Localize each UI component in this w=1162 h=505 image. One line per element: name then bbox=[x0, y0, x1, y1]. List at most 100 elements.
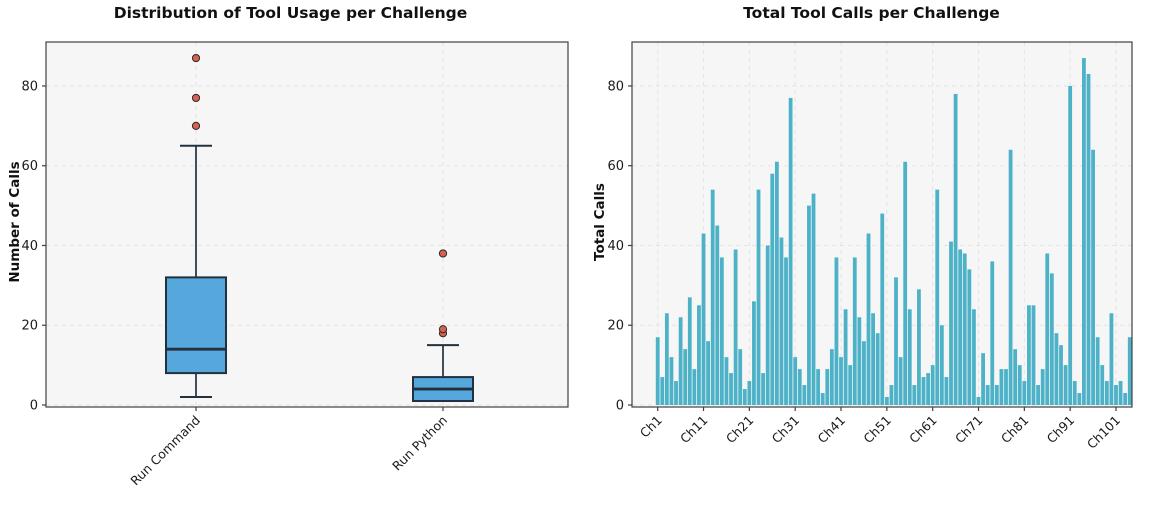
bar-ch86 bbox=[1045, 253, 1050, 405]
bar-ch60 bbox=[926, 373, 930, 405]
bar-ch30 bbox=[788, 97, 793, 405]
boxplot-panel: Distribution of Tool Usage per Challenge… bbox=[7, 4, 569, 489]
bar-ch49 bbox=[875, 333, 880, 405]
x-tick-label: Ch11 bbox=[677, 413, 711, 447]
bar-ch15 bbox=[719, 257, 724, 405]
spine bbox=[631, 41, 1133, 408]
bar-ch5 bbox=[674, 381, 678, 405]
x-tick-label: Run Python bbox=[389, 413, 450, 474]
box-run-command bbox=[165, 276, 227, 375]
boxplot-svg: 0 20 40 60 80 Run Command Run Python bbox=[21, 41, 569, 489]
bar-ch11 bbox=[701, 233, 706, 405]
x-tick-label: Ch1 bbox=[637, 413, 665, 441]
outlier-point bbox=[191, 121, 201, 130]
bar-ch25 bbox=[765, 245, 770, 405]
bar-ch55 bbox=[903, 161, 908, 405]
bar-ch43 bbox=[848, 365, 853, 405]
bar-ch29 bbox=[784, 257, 788, 405]
outlier-point bbox=[438, 325, 448, 334]
bar-ch42 bbox=[843, 309, 848, 405]
bar-ch4 bbox=[669, 357, 674, 405]
bar-ch61 bbox=[930, 365, 935, 405]
bar-ch22 bbox=[752, 301, 756, 405]
y-tick-label: 40 bbox=[607, 239, 624, 254]
bar-ch46 bbox=[862, 341, 866, 405]
bar-ch23 bbox=[756, 189, 761, 405]
bar-ch34 bbox=[807, 205, 811, 405]
bar-ch26 bbox=[770, 173, 775, 405]
bar-ch27 bbox=[774, 161, 779, 405]
bar-ch13 bbox=[710, 189, 715, 405]
bar-ch16 bbox=[724, 357, 729, 405]
bar-ch81 bbox=[1022, 381, 1027, 405]
bar-ch63 bbox=[939, 325, 944, 405]
bar-ch24 bbox=[761, 373, 766, 405]
bar-ch100 bbox=[1109, 313, 1114, 405]
bar-ch62 bbox=[935, 189, 940, 405]
bar-ch33 bbox=[802, 385, 807, 405]
boxplot-title: Distribution of Tool Usage per Challenge bbox=[113, 4, 468, 22]
x-tick-label: Ch71 bbox=[952, 413, 986, 447]
bar-ch51 bbox=[884, 397, 889, 405]
bar-ch72 bbox=[981, 353, 985, 405]
bar-ch85 bbox=[1040, 369, 1045, 405]
bar-ch76 bbox=[999, 369, 1004, 405]
bar-ch54 bbox=[898, 357, 903, 405]
bar-ch88 bbox=[1054, 333, 1059, 405]
bar-ch70 bbox=[972, 309, 976, 405]
bar-ch75 bbox=[994, 385, 999, 405]
outlier-point bbox=[191, 53, 201, 63]
bar-ch52 bbox=[889, 385, 894, 405]
bar-ch9 bbox=[692, 369, 697, 405]
x-tick-label: Ch91 bbox=[1044, 413, 1078, 447]
bar-ch103 bbox=[1123, 393, 1128, 405]
outlier-point bbox=[438, 249, 448, 258]
x-tick-label: Ch51 bbox=[860, 413, 894, 447]
bar-ch68 bbox=[962, 253, 967, 405]
bar-ch17 bbox=[729, 373, 733, 405]
bar-ch32 bbox=[797, 369, 802, 405]
bar-ch36 bbox=[816, 369, 821, 405]
y-tick-label: 60 bbox=[21, 159, 38, 174]
bar-ch7 bbox=[683, 349, 688, 405]
bar-ch59 bbox=[921, 377, 926, 405]
bar-ch67 bbox=[958, 249, 963, 405]
spine bbox=[45, 41, 569, 408]
bar-ch80 bbox=[1017, 365, 1022, 405]
bar-ch95 bbox=[1086, 73, 1091, 405]
bar-ch98 bbox=[1100, 365, 1105, 405]
y-tick-label: 80 bbox=[607, 79, 624, 94]
bar-ch78 bbox=[1008, 149, 1013, 405]
bar-ch53 bbox=[894, 277, 898, 405]
y-tick-label: 0 bbox=[30, 398, 38, 413]
bar-ch20 bbox=[742, 389, 747, 405]
bar-ch6 bbox=[678, 317, 683, 405]
bar-ch73 bbox=[985, 385, 990, 405]
x-tick-label: Run Command bbox=[127, 413, 203, 489]
bar-ch64 bbox=[944, 377, 949, 405]
bar-ch1 bbox=[655, 337, 660, 405]
bar-ch83 bbox=[1031, 305, 1036, 405]
bar-ch87 bbox=[1049, 273, 1054, 405]
bar-ch104 bbox=[1127, 337, 1132, 405]
plot-area bbox=[46, 42, 568, 407]
bar-ch84 bbox=[1036, 385, 1040, 405]
bar-ch56 bbox=[907, 309, 912, 405]
bar-ch94 bbox=[1082, 58, 1086, 405]
bar-ch50 bbox=[880, 213, 885, 405]
bar-ch66 bbox=[953, 93, 958, 405]
bar-ch58 bbox=[917, 289, 921, 405]
x-tick-label: Ch101 bbox=[1084, 413, 1123, 452]
bar-ch37 bbox=[820, 393, 825, 405]
barchart-y-axis-label: Total Calls bbox=[592, 183, 608, 261]
bar-ch69 bbox=[967, 269, 972, 405]
y-tick-label: 20 bbox=[21, 319, 38, 334]
bar-ch47 bbox=[866, 233, 871, 405]
bar-ch91 bbox=[1068, 85, 1073, 406]
bar-ch10 bbox=[697, 305, 701, 405]
y-tick-label: 40 bbox=[21, 239, 38, 254]
x-tick-label: Ch21 bbox=[723, 413, 757, 447]
x-tick-label: Ch41 bbox=[815, 413, 849, 447]
boxplot-y-axis-label: Number of Calls bbox=[7, 161, 23, 283]
bar-ch41 bbox=[839, 357, 843, 405]
